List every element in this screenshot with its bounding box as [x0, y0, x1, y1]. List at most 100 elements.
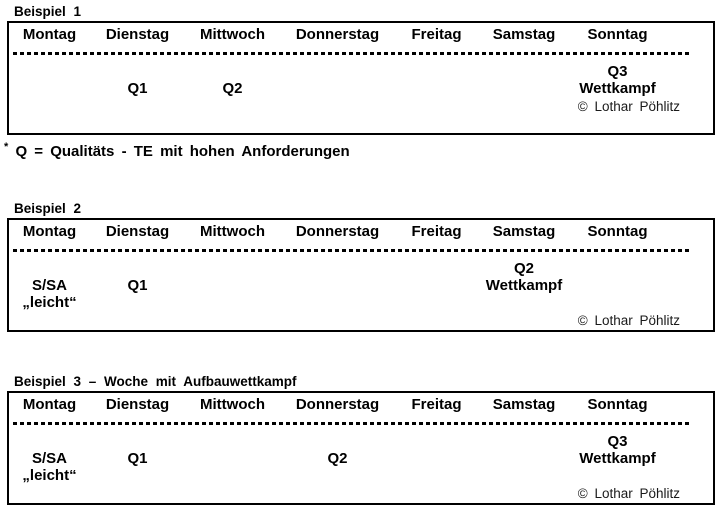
day-header-mittwoch: Mittwoch [200, 26, 265, 43]
schedule-cell [478, 80, 570, 97]
schedule-cell [395, 277, 478, 294]
copyright-label: © Lothar Pöhlitz [577, 313, 680, 328]
schedule-cell: „leicht“ [22, 467, 77, 484]
schedule-row: Q3 [9, 63, 713, 80]
schedule-cell: Q1 [127, 450, 148, 467]
schedule-cell [9, 433, 90, 450]
schedule-row: „leicht“ [9, 467, 713, 484]
schedule-row: Q1 Q2 Wettkampf [9, 80, 713, 97]
footnote-text: Q = Qualitäts - TE mit hohen Anforderung… [15, 143, 350, 160]
schedule-table: Montag Dienstag Mittwoch Donnerstag Frei… [7, 21, 715, 135]
schedule-table: Montag Dienstag Mittwoch Donnerstag Frei… [7, 218, 715, 332]
schedule-cell [478, 63, 570, 80]
schedule-row: S/SA Q1 Wettkampf [9, 277, 713, 294]
schedule-cell [90, 433, 185, 450]
dashed-separator [13, 422, 689, 425]
day-header-sonntag: Sonntag [587, 223, 648, 240]
day-header-donnerstag: Donnerstag [295, 223, 380, 240]
schedule-cell [478, 433, 570, 450]
schedule-cell [185, 433, 280, 450]
schedule-cell [185, 277, 280, 294]
day-header-freitag: Freitag [411, 26, 462, 43]
schedule-cell [570, 277, 665, 294]
schedule-cell: Q1 [127, 80, 148, 97]
day-header-row: Montag Dienstag Mittwoch Donnerstag Frei… [9, 220, 713, 241]
dashed-separator [13, 52, 689, 55]
schedule-cell [185, 467, 280, 484]
schedule-cell: S/SA [31, 277, 67, 294]
schedule-cell [185, 450, 280, 467]
schedule-cell: S/SA [31, 450, 67, 467]
schedule-cell [90, 294, 185, 311]
day-header-donnerstag: Donnerstag [295, 26, 380, 43]
example-section-1: Beispiel 1 Montag Dienstag Mittwoch Donn… [0, 4, 722, 135]
schedule-cell [478, 467, 570, 484]
day-header-mittwoch: Mittwoch [200, 223, 265, 240]
schedule-cell [395, 450, 478, 467]
copyright-label: © Lothar Pöhlitz [577, 486, 680, 501]
day-header-row: Montag Dienstag Mittwoch Donnerstag Frei… [9, 23, 713, 44]
schedule-cell [9, 63, 90, 80]
schedule-cell [570, 294, 665, 311]
schedule-cell [395, 63, 478, 80]
schedule-cell: Q3 [607, 63, 628, 80]
footnote: * Q = Qualitäts - TE mit hohen Anforderu… [4, 139, 722, 160]
day-header-samstag: Samstag [492, 396, 556, 413]
schedule-cell [478, 294, 570, 311]
schedule-cell [280, 433, 395, 450]
day-header-montag: Montag [22, 396, 77, 413]
schedule-cell [280, 467, 395, 484]
day-header-dienstag: Dienstag [105, 223, 170, 240]
schedule-cell [478, 450, 570, 467]
schedule-cell [570, 260, 665, 277]
schedule-cell [9, 260, 90, 277]
day-header-dienstag: Dienstag [105, 396, 170, 413]
day-header-donnerstag: Donnerstag [295, 396, 380, 413]
schedule-cell [185, 63, 280, 80]
schedule-cell: Wettkampf [579, 450, 656, 467]
schedule-table: Montag Dienstag Mittwoch Donnerstag Frei… [7, 391, 715, 505]
day-header-samstag: Samstag [492, 223, 556, 240]
schedule-cell [395, 260, 478, 277]
example-title: Beispiel 1 [14, 4, 82, 19]
dashed-separator [13, 249, 689, 252]
schedule-cell: Q2 [222, 80, 243, 97]
day-header-sonntag: Sonntag [587, 26, 648, 43]
schedule-cell [280, 294, 395, 311]
day-header-freitag: Freitag [411, 223, 462, 240]
schedule-cell: Q2 [327, 450, 348, 467]
schedule-cell [185, 294, 280, 311]
copyright-label: © Lothar Pöhlitz [577, 99, 680, 114]
schedule-cell [395, 433, 478, 450]
schedule-cell [90, 467, 185, 484]
day-header-freitag: Freitag [411, 396, 462, 413]
day-header-dienstag: Dienstag [105, 26, 170, 43]
schedule-row: „leicht“ [9, 294, 713, 311]
schedule-cell [280, 80, 395, 97]
schedule-cell [395, 80, 478, 97]
example-title: Beispiel 3 – Woche mit Aufbauwettkampf [14, 374, 297, 389]
schedule-cell [395, 294, 478, 311]
example-section-2: Beispiel 2 Montag Dienstag Mittwoch Donn… [0, 201, 722, 332]
schedule-cell [9, 80, 90, 97]
schedule-row: Q3 [9, 433, 713, 450]
schedule-cell: Wettkampf [579, 80, 656, 97]
day-header-row: Montag Dienstag Mittwoch Donnerstag Frei… [9, 393, 713, 414]
schedule-cell: Q1 [127, 277, 148, 294]
schedule-cell [280, 63, 395, 80]
schedule-cell [185, 260, 280, 277]
schedule-cell [280, 260, 395, 277]
day-header-montag: Montag [22, 223, 77, 240]
example-title: Beispiel 2 [14, 201, 82, 216]
schedule-cell [570, 467, 665, 484]
schedule-cell [395, 467, 478, 484]
day-header-samstag: Samstag [492, 26, 556, 43]
schedule-cell: „leicht“ [22, 294, 77, 311]
example-section-3: Beispiel 3 – Woche mit Aufbauwettkampf M… [0, 374, 722, 505]
day-header-sonntag: Sonntag [587, 396, 648, 413]
schedule-row: Q2 [9, 260, 713, 277]
schedule-cell: Q3 [607, 433, 628, 450]
schedule-cell: Q2 [513, 260, 534, 277]
day-header-mittwoch: Mittwoch [200, 396, 265, 413]
schedule-cell [280, 277, 395, 294]
